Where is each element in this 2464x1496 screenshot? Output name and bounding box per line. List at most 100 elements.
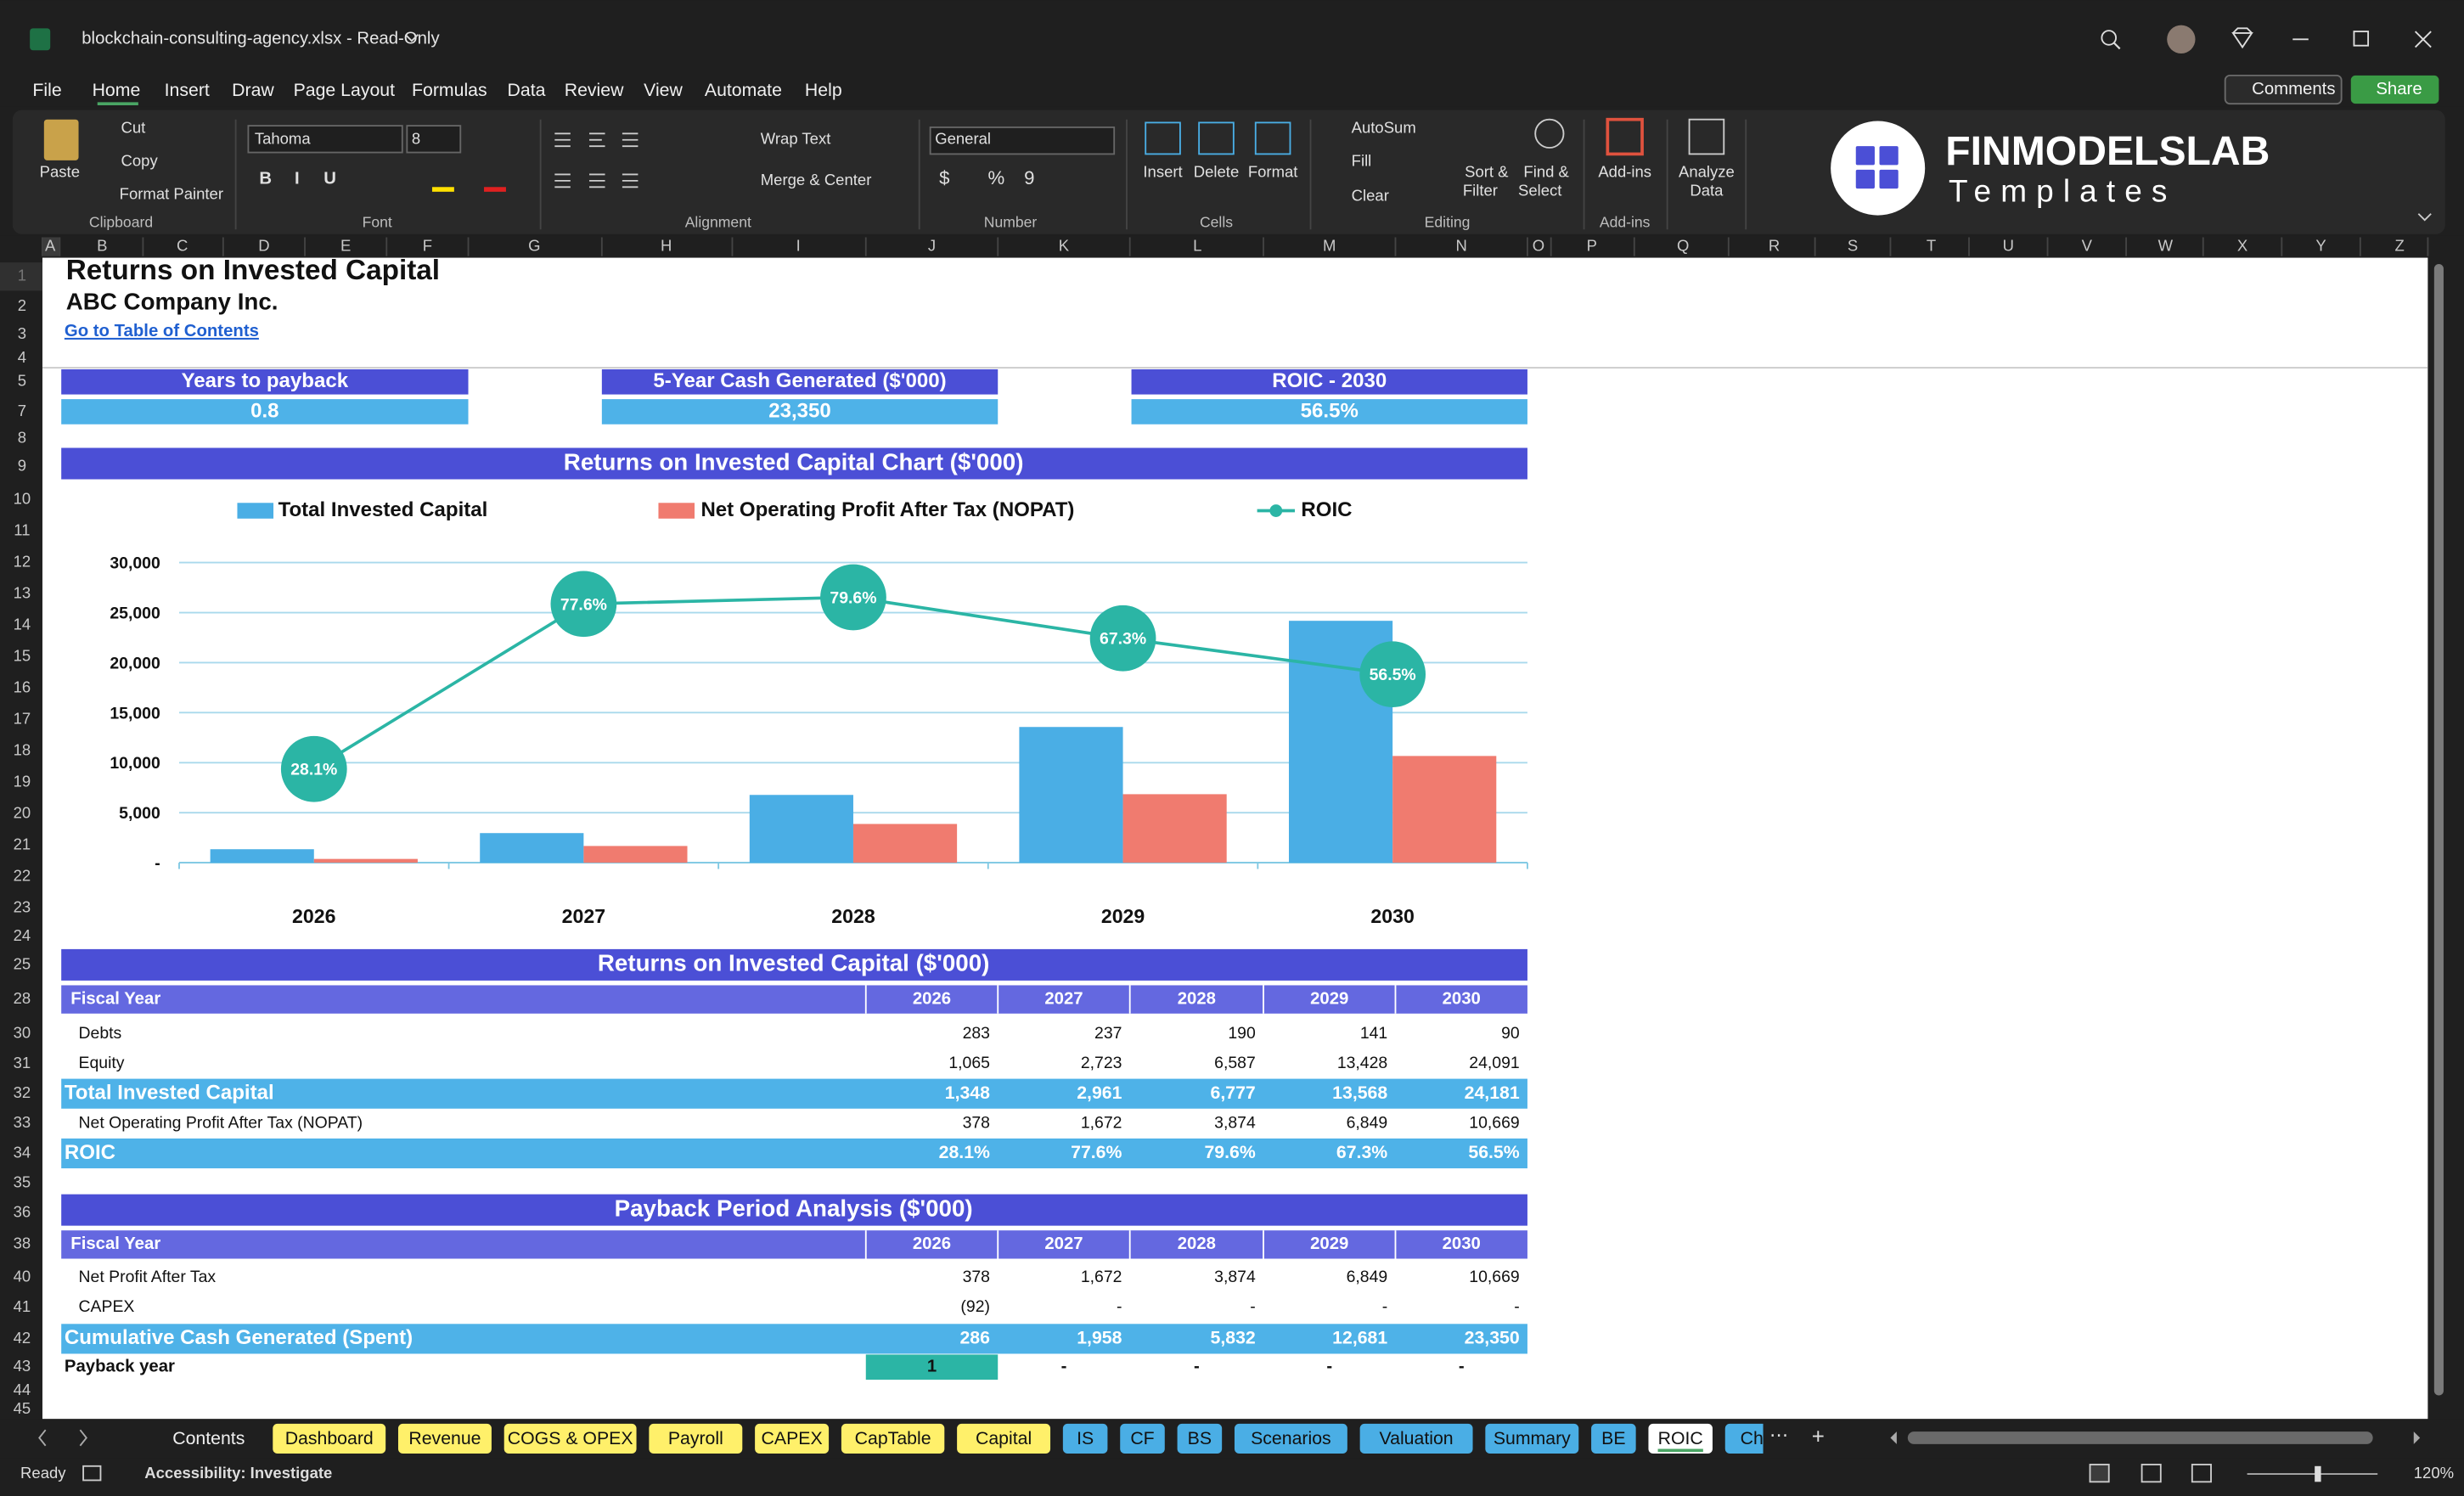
sheet-tab-label[interactable]: Valuation <box>1380 1428 1454 1448</box>
paste-icon[interactable] <box>43 119 79 160</box>
sheet-tab[interactable] <box>649 1423 743 1454</box>
font-name-box[interactable] <box>247 125 403 154</box>
scroll-thumb-v[interactable] <box>2433 263 2444 1396</box>
ribbon-button[interactable]: Paste <box>40 163 80 181</box>
tab-nav-next[interactable] <box>79 1429 87 1447</box>
addins-icon[interactable] <box>1606 117 1644 156</box>
cells-icon[interactable] <box>1198 121 1235 155</box>
sheet-tab[interactable] <box>397 1423 492 1454</box>
column-header[interactable]: O <box>1533 236 1544 254</box>
row-header[interactable]: 21 <box>14 835 31 853</box>
row-header[interactable]: 18 <box>14 741 31 759</box>
row-header[interactable]: 45 <box>14 1399 31 1417</box>
column-header[interactable]: G <box>528 236 540 254</box>
row-header[interactable]: 15 <box>14 647 31 665</box>
sheet-tab[interactable] <box>957 1423 1051 1454</box>
font-size-box[interactable] <box>406 125 462 154</box>
cells-icon[interactable] <box>1254 121 1291 155</box>
share-label[interactable]: Share <box>2376 80 2422 98</box>
row-header[interactable]: 36 <box>14 1203 31 1221</box>
row-header[interactable]: 12 <box>14 553 31 571</box>
sheet-tab-label[interactable]: CF <box>1130 1428 1154 1448</box>
number-button[interactable]: $ <box>939 167 949 188</box>
row-header[interactable]: 3 <box>18 324 26 342</box>
ribbon-button[interactable]: Sort & <box>1465 163 1509 181</box>
sheet-tab-label[interactable]: Scenarios <box>1251 1428 1331 1448</box>
ribbon-button[interactable]: Insert <box>1143 163 1182 181</box>
sheet-tab-label[interactable]: CapTable <box>855 1428 931 1448</box>
row-header[interactable]: 44 <box>14 1381 31 1398</box>
avatar[interactable] <box>2167 25 2196 53</box>
row-header[interactable]: 7 <box>18 402 26 419</box>
row-header[interactable]: 25 <box>14 954 31 972</box>
row-header[interactable]: 38 <box>14 1234 31 1252</box>
ribbon-button[interactable]: Data <box>1690 182 1724 200</box>
format-button[interactable]: U <box>323 169 336 188</box>
sheet-tab[interactable] <box>1359 1423 1473 1454</box>
sheet-tab-label-plain[interactable]: Contents <box>172 1428 245 1448</box>
sheet-tab[interactable] <box>1177 1423 1223 1454</box>
number-button[interactable]: 9 <box>1024 167 1034 188</box>
zoom-level[interactable]: 120% <box>2414 1464 2454 1482</box>
row-header[interactable]: 10 <box>14 489 31 507</box>
ribbon-button[interactable]: Fill <box>1352 152 1372 170</box>
premium-icon[interactable] <box>2231 27 2253 49</box>
column-header[interactable]: V <box>2082 236 2093 254</box>
column-header[interactable]: R <box>1769 236 1780 254</box>
sheet-tab[interactable] <box>755 1423 830 1454</box>
ribbon-button[interactable]: Merge & Center <box>761 171 872 188</box>
tab-nav-prev[interactable] <box>38 1429 47 1447</box>
column-header[interactable]: D <box>258 236 269 254</box>
search-icon[interactable] <box>2101 30 2117 46</box>
sheet-tab[interactable] <box>1120 1423 1165 1454</box>
row-header[interactable]: 5 <box>18 372 26 390</box>
accessibility-status[interactable]: Accessibility: Investigate <box>144 1464 332 1482</box>
sheet-tab[interactable] <box>1062 1423 1108 1454</box>
toc-link[interactable]: Go to Table of Contents <box>65 322 259 340</box>
ribbon-button[interactable]: Select <box>1518 182 1561 200</box>
sheet-tab-label[interactable]: BS <box>1188 1428 1212 1448</box>
sheet-tab-label[interactable]: Summary <box>1494 1428 1571 1448</box>
sheet-tab[interactable] <box>1591 1423 1636 1454</box>
sheet-tab-label[interactable]: ROIC <box>1658 1428 1703 1448</box>
menu-tab[interactable]: Automate <box>705 80 782 100</box>
column-header[interactable]: L <box>1193 236 1201 254</box>
column-header[interactable]: Q <box>1677 236 1689 254</box>
row-header[interactable]: 4 <box>18 348 26 366</box>
sheet-tab-label[interactable]: COGS & OPEX <box>508 1428 633 1448</box>
row-header[interactable]: 28 <box>14 989 31 1007</box>
menu-tab[interactable]: Draw <box>232 80 274 100</box>
column-header[interactable]: K <box>1059 236 1070 254</box>
number-format-box[interactable] <box>929 127 1116 155</box>
scroll-right[interactable] <box>2413 1431 2421 1444</box>
column-header[interactable]: P <box>1587 236 1597 254</box>
menu-tab[interactable]: Insert <box>165 80 210 100</box>
row-header[interactable]: 33 <box>14 1113 31 1131</box>
zoom-thumb[interactable] <box>2315 1465 2321 1482</box>
row-header[interactable]: 43 <box>14 1357 31 1375</box>
column-header[interactable]: B <box>97 236 107 254</box>
column-header[interactable]: Y <box>2315 236 2326 254</box>
sheet-tab[interactable] <box>1724 1423 1809 1454</box>
column-header[interactable]: C <box>177 236 188 254</box>
column-header[interactable]: J <box>928 236 936 254</box>
comments-label[interactable]: Comments <box>2252 80 2335 98</box>
sheet-tab[interactable] <box>503 1423 637 1454</box>
row-header[interactable]: 31 <box>14 1054 31 1071</box>
ribbon-button[interactable]: Delete <box>1194 163 1239 181</box>
column-header[interactable]: S <box>1848 236 1858 254</box>
row-header[interactable]: 30 <box>14 1024 31 1042</box>
view-button[interactable] <box>2089 1464 2110 1483</box>
sheet-tab[interactable] <box>841 1423 945 1454</box>
row-header[interactable]: 2 <box>18 296 26 314</box>
ribbon-button[interactable]: Wrap Text <box>761 130 831 148</box>
add-sheet[interactable]: + <box>1812 1425 1825 1448</box>
format-button[interactable]: I <box>295 169 300 188</box>
macro-icon[interactable] <box>82 1465 102 1482</box>
number-format[interactable]: General <box>935 130 991 148</box>
view-button[interactable] <box>2141 1464 2162 1483</box>
scrollbar-h[interactable] <box>1907 1431 2373 1444</box>
row-header[interactable]: 9 <box>18 457 26 475</box>
menu-tab[interactable]: File <box>32 80 61 100</box>
row-header[interactable]: 19 <box>14 773 31 790</box>
